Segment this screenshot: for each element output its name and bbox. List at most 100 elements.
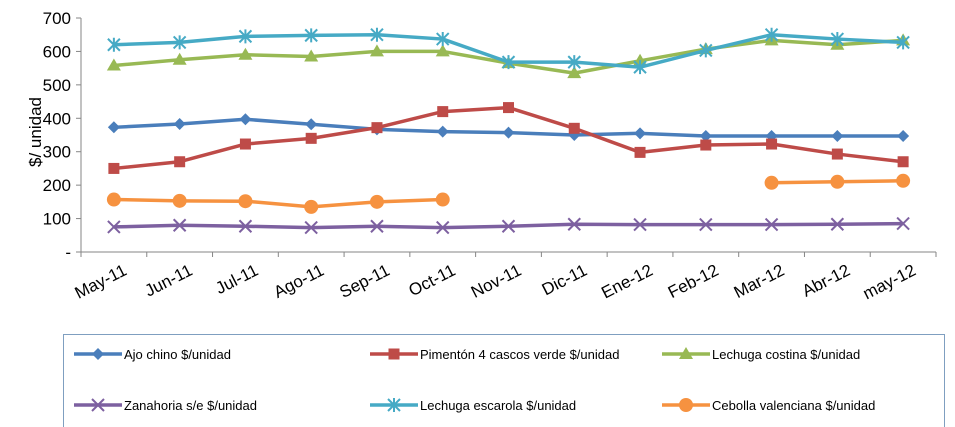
data-point [503,102,514,114]
data-point [896,35,910,50]
x-tick-label: may-12 [860,261,919,304]
data-point [435,192,450,207]
data-point [699,130,712,143]
data-point [304,49,319,62]
y-tick-label: 400 [43,109,71,128]
data-point [699,217,713,232]
line-chart: - 100 200 300 400 500 600 700 May-11 Jun-11 Jul-11… [26,9,937,304]
data-point [369,194,384,209]
legend-label: Lechuga escarola $/unidad [420,397,577,413]
y-axis-label: $/ unidad [26,97,45,167]
data-point [369,44,384,57]
data-point [238,219,253,233]
x-tick-label: Abr-12 [799,261,853,301]
data-point [436,220,450,235]
data-point [172,218,187,232]
data-point [172,35,187,50]
legend-label: Cebolla valenciana $/unidad [712,397,876,413]
data-point [304,28,318,43]
data-point [830,32,845,47]
data-point [501,55,516,70]
y-tick-label: 600 [43,42,71,61]
series-6 [106,173,911,214]
data-point [897,130,910,143]
data-point [436,32,450,47]
legend-label: Zanahoria s/e $/unidad [124,397,257,413]
x-tick-label: Feb-12 [665,261,722,302]
x-tick-label: Ene-12 [598,261,655,303]
series-layer [106,27,911,235]
data-point [830,217,845,231]
legend-marker [679,347,693,359]
data-point [371,122,383,134]
data-point [238,47,253,60]
legend-item: Lechuga escarola $/unidad [370,396,576,414]
data-point [304,199,319,214]
data-point [634,127,647,140]
data-point [896,216,910,231]
x-tick-label: Sep-11 [336,261,392,302]
data-point [700,139,712,151]
x-tick-label: Mar-12 [731,261,788,302]
legend-item: Cebolla valenciana $/unidad [662,396,875,414]
legend-item: Zanahoria s/e $/unidad [74,396,257,414]
y-tick-label: 500 [43,76,71,95]
data-point [238,194,253,209]
data-point [502,126,515,139]
y-tick-label: - [65,243,71,262]
x-tick-label: Ago-11 [271,261,327,302]
data-point [699,43,713,58]
data-point [437,106,449,118]
x-tick-label: Dic-11 [539,261,590,300]
data-point [436,125,449,138]
series-2 [108,102,909,174]
data-point [897,156,909,168]
x-tick-label: Nov-11 [468,261,524,302]
x-tick-label: Oct-11 [406,261,459,301]
data-point [108,162,120,174]
data-point [238,29,253,44]
data-point [634,146,646,158]
data-point [764,175,779,190]
legend-item: Pimentón 4 cascos verde $/unidad [370,345,619,363]
data-point [633,60,647,75]
legend-swatch [370,348,418,360]
series-5 [107,27,910,75]
data-point [435,44,450,57]
legend-swatch [74,348,122,360]
legend-marker [91,398,105,412]
data-point [831,148,843,160]
data-point [766,138,778,150]
legend-item: Lechuga costina $/unidad [662,345,860,363]
data-point [567,55,581,70]
data-point [173,117,186,130]
y-tick-label: 200 [43,176,71,195]
series-4 [107,216,910,235]
legend-swatch [370,398,418,412]
data-point [172,193,187,208]
data-point [501,219,516,233]
data-point [174,156,186,168]
data-point [107,121,120,134]
data-point [305,118,318,131]
legend-swatch [74,398,122,412]
y-tick-label: 700 [43,9,71,28]
axes: - 100 200 300 400 500 600 700 May-11 Jun-11 Jul-11… [43,9,937,304]
data-point [107,37,121,52]
data-point [172,52,187,65]
data-point [830,174,845,189]
legend: Ajo chino $/unidad Pimentón 4 cascos verd… [63,334,945,427]
data-point [633,217,647,232]
y-tick-label: 100 [43,210,71,229]
x-tick-label: Jul-11 [212,261,261,298]
data-point [239,138,251,150]
x-tick-label: May-11 [72,261,130,303]
y-tick-label: 300 [43,143,71,162]
legend-item: Ajo chino $/unidad [74,345,231,363]
legend-swatch [662,347,710,359]
legend-marker [387,398,401,412]
data-point [106,192,121,207]
legend-marker [92,348,104,360]
legend-marker [388,348,400,360]
data-point [568,122,580,134]
